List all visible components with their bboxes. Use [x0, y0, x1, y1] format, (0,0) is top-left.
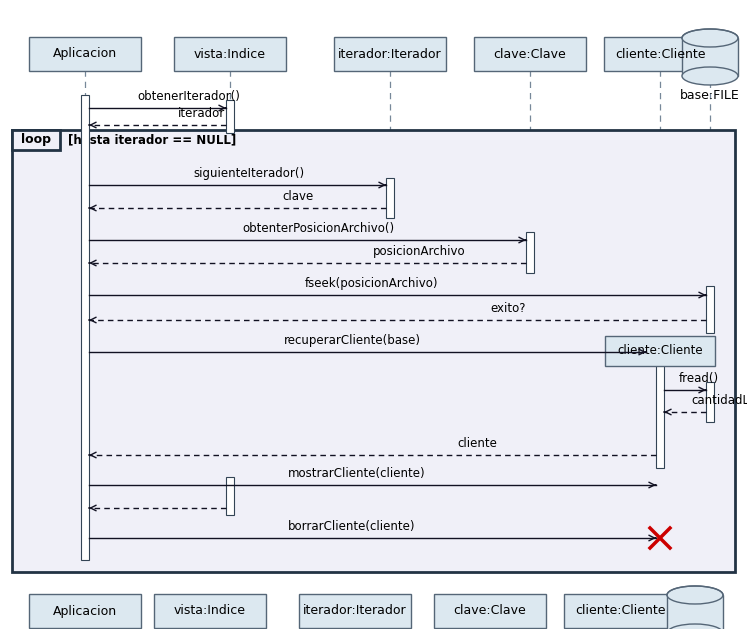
Text: recuperarCliente(base): recuperarCliente(base) — [284, 334, 421, 347]
Text: clave:Clave: clave:Clave — [453, 604, 527, 618]
Text: fseek(posicionArchivo): fseek(posicionArchivo) — [305, 277, 438, 290]
FancyBboxPatch shape — [12, 130, 735, 572]
Bar — [706, 382, 714, 422]
Bar — [706, 286, 714, 333]
Bar — [386, 178, 394, 218]
Text: mostrarCliente(cliente): mostrarCliente(cliente) — [288, 467, 425, 480]
Bar — [667, 595, 723, 629]
Text: loop: loop — [21, 133, 51, 147]
Text: [hasta iterador == NULL]: [hasta iterador == NULL] — [68, 133, 236, 147]
Text: obtenterPosicionArchivo(): obtenterPosicionArchivo() — [242, 222, 394, 235]
Text: iterador:Iterador: iterador:Iterador — [338, 48, 441, 60]
Ellipse shape — [667, 624, 723, 629]
Bar — [81, 95, 89, 560]
Text: Aplicacion: Aplicacion — [53, 604, 117, 618]
Text: clave: clave — [282, 190, 313, 203]
FancyBboxPatch shape — [154, 594, 266, 628]
Text: base:FILE: base:FILE — [680, 89, 740, 102]
Text: cantidadLeidos: cantidadLeidos — [691, 394, 747, 407]
Bar — [226, 100, 234, 133]
FancyBboxPatch shape — [12, 130, 60, 150]
Text: vista:Indice: vista:Indice — [194, 48, 266, 60]
Ellipse shape — [667, 586, 723, 604]
FancyBboxPatch shape — [564, 594, 676, 628]
FancyBboxPatch shape — [434, 594, 546, 628]
Bar — [226, 477, 234, 515]
Text: borrarCliente(cliente): borrarCliente(cliente) — [288, 520, 415, 533]
FancyBboxPatch shape — [174, 37, 286, 71]
FancyBboxPatch shape — [604, 37, 716, 71]
Text: cliente:Cliente: cliente:Cliente — [617, 345, 703, 357]
Text: obtenerIterador(): obtenerIterador() — [137, 90, 240, 103]
FancyBboxPatch shape — [29, 594, 141, 628]
Text: Aplicacion: Aplicacion — [53, 48, 117, 60]
Text: iterador: iterador — [178, 107, 226, 120]
Text: cliente: cliente — [458, 437, 498, 450]
Text: exito?: exito? — [490, 302, 526, 315]
FancyBboxPatch shape — [299, 594, 411, 628]
Text: posicionArchivo: posicionArchivo — [373, 245, 465, 258]
Ellipse shape — [682, 67, 738, 85]
FancyBboxPatch shape — [605, 336, 715, 366]
Ellipse shape — [682, 29, 738, 47]
Text: siguienteIterador(): siguienteIterador() — [193, 167, 304, 180]
Bar — [656, 360, 664, 468]
FancyBboxPatch shape — [474, 37, 586, 71]
Bar — [526, 232, 534, 273]
FancyBboxPatch shape — [29, 37, 141, 71]
Text: fread(): fread() — [679, 372, 719, 385]
Text: cliente:Cliente: cliente:Cliente — [615, 48, 705, 60]
Text: clave:Clave: clave:Clave — [494, 48, 566, 60]
Text: iterador:Iterador: iterador:Iterador — [303, 604, 407, 618]
Text: cliente:Cliente: cliente:Cliente — [574, 604, 666, 618]
Bar — [682, 38, 738, 76]
Text: vista:Indice: vista:Indice — [174, 604, 246, 618]
FancyBboxPatch shape — [334, 37, 446, 71]
